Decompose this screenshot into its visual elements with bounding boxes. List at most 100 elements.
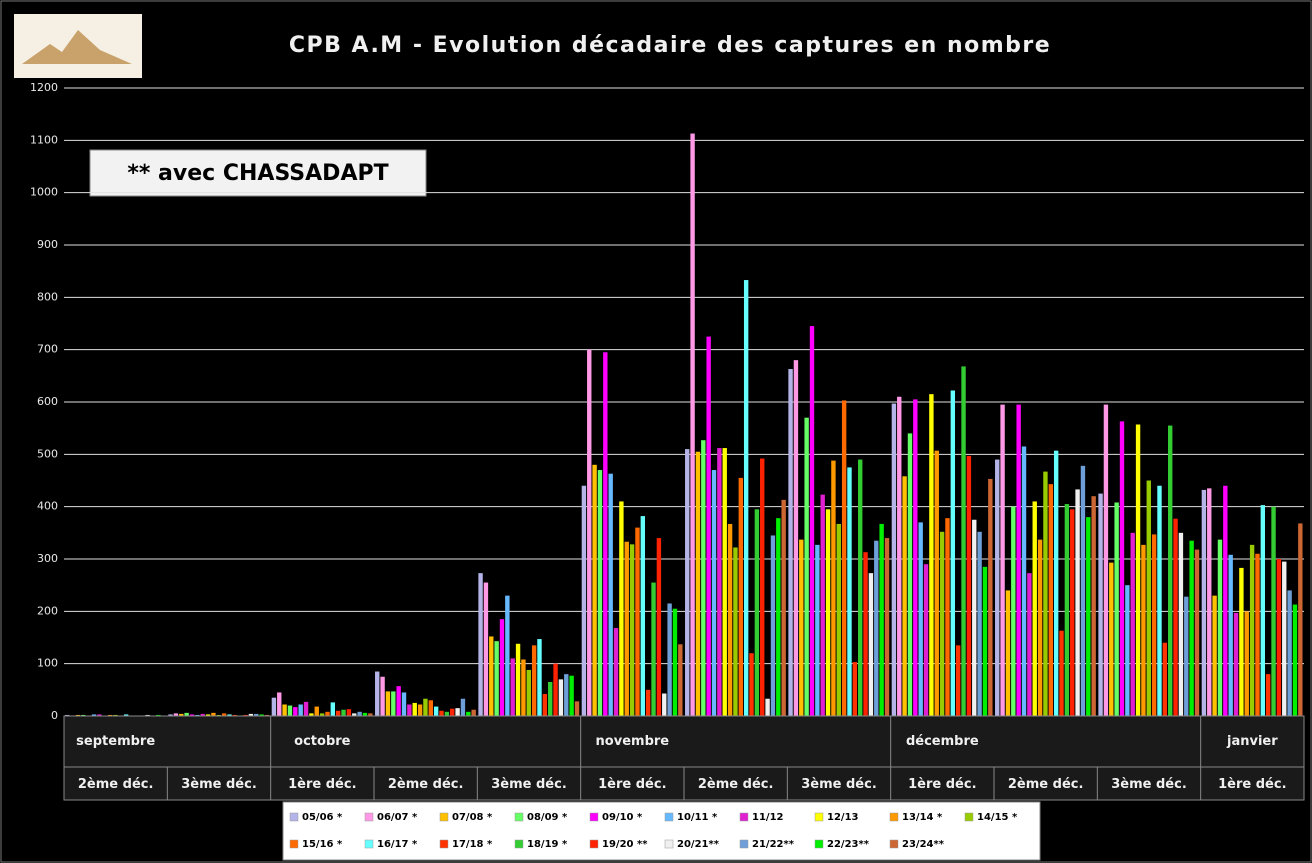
legend-label: 14/15 * [977, 812, 1018, 823]
bar [179, 713, 184, 716]
bar [913, 399, 918, 716]
bar [1114, 502, 1119, 716]
legend [282, 801, 1041, 861]
x-tick-label: 1ère déc. [598, 777, 666, 792]
bar [743, 280, 749, 716]
bar [407, 704, 412, 716]
legend-label: 12/13 [827, 812, 859, 823]
bar [248, 713, 254, 716]
bar [701, 440, 706, 716]
bar [123, 714, 129, 716]
bar [515, 643, 521, 716]
x-tick-label: 3ème déc. [181, 777, 257, 792]
bar [1244, 611, 1249, 716]
logo-mountain [22, 30, 132, 64]
bar [799, 539, 804, 716]
bar [982, 566, 988, 716]
bar [97, 714, 102, 716]
bar [760, 458, 765, 716]
bar [1011, 506, 1016, 716]
bar [587, 349, 592, 716]
bar [428, 700, 433, 716]
bar [362, 712, 368, 716]
bar [939, 531, 945, 716]
bar [776, 518, 781, 716]
legend-label: 16/17 * [377, 839, 418, 850]
legend-label: 23/24** [902, 839, 945, 850]
legend-swatch [814, 812, 824, 822]
bar [1228, 554, 1233, 716]
bar [852, 662, 858, 716]
y-tick-label: 0 [51, 709, 58, 722]
bar [619, 501, 624, 716]
x-tick-label: 3ème déc. [1111, 777, 1187, 792]
bar [836, 523, 841, 716]
bar [1070, 509, 1075, 716]
legend-label: 06/07 * [377, 812, 418, 823]
bar [717, 448, 722, 716]
bar [341, 709, 346, 716]
bar [271, 697, 277, 716]
bar [205, 714, 211, 716]
bar [211, 712, 216, 716]
y-tick-label: 100 [37, 657, 58, 670]
y-tick-label: 1100 [30, 133, 58, 146]
bar [1255, 553, 1260, 716]
month-label: novembre [596, 734, 670, 749]
bar [711, 470, 717, 716]
legend-label: 19/20 ** [602, 839, 648, 850]
bar [1217, 539, 1223, 716]
bar [1059, 630, 1064, 716]
bar [1021, 446, 1027, 716]
bar [401, 692, 407, 716]
bar [581, 485, 587, 716]
bar [1005, 590, 1011, 716]
bar [635, 527, 640, 716]
bar [168, 714, 173, 716]
x-tick-label: 3ème déc. [491, 777, 567, 792]
bar [847, 467, 852, 716]
bar [678, 644, 683, 716]
bar [1086, 517, 1091, 716]
bar [1016, 404, 1021, 716]
bar [1130, 532, 1135, 716]
legend-label: 21/22** [752, 839, 795, 850]
bar [1157, 485, 1162, 716]
bar [1271, 506, 1276, 716]
bar [423, 698, 428, 716]
bar [319, 713, 325, 716]
bar [1184, 596, 1189, 716]
bar [988, 478, 993, 716]
bar [902, 476, 907, 716]
bar [706, 336, 711, 716]
bar [1037, 539, 1043, 716]
bar [950, 390, 956, 716]
bar [929, 394, 934, 716]
bar [91, 714, 97, 716]
legend-swatch [739, 812, 749, 822]
bar [613, 628, 619, 716]
x-tick-label: 1ère déc. [288, 777, 356, 792]
legend-label: 08/09 * [527, 812, 568, 823]
legend-swatch [739, 839, 749, 849]
bar [1151, 534, 1157, 716]
bar [264, 714, 270, 716]
legend-swatch [889, 812, 899, 822]
x-tick-label: 3ème déc. [801, 777, 877, 792]
bar [1098, 493, 1103, 716]
bar [396, 686, 401, 716]
y-tick-label: 600 [37, 395, 58, 408]
bar [1189, 540, 1194, 716]
bar [455, 708, 460, 716]
bar [1282, 561, 1287, 716]
bar [200, 713, 205, 716]
bar [357, 711, 362, 716]
bar [918, 522, 923, 716]
bar [1239, 567, 1244, 716]
bar [173, 713, 179, 716]
bar [433, 706, 439, 716]
bar [1162, 642, 1168, 716]
bar [879, 523, 884, 716]
bar [309, 713, 314, 716]
bar [667, 603, 672, 716]
